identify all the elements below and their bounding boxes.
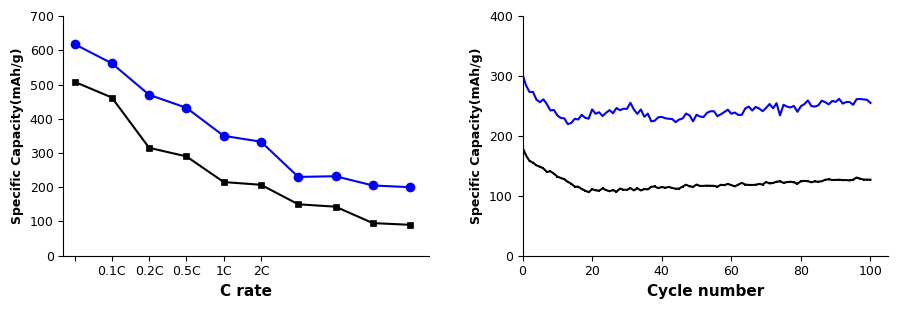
Y-axis label: Specific Capacity(mAh/g): Specific Capacity(mAh/g) [470,48,484,224]
Y-axis label: Specific Capacity(mAh/g): Specific Capacity(mAh/g) [11,48,24,224]
X-axis label: Cycle number: Cycle number [646,284,764,299]
X-axis label: C rate: C rate [220,284,272,299]
